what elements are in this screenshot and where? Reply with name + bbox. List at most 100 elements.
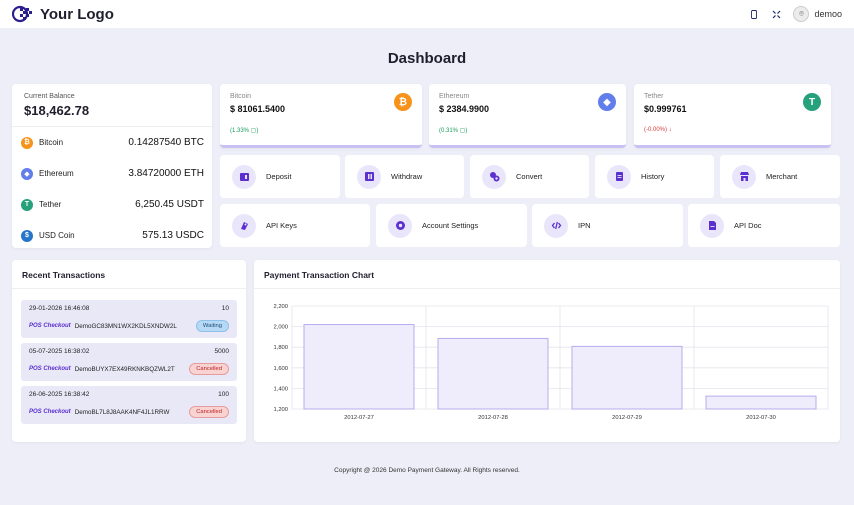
balance-card: Current Balance $18,462.78 ₿ Bitcoin 0.142… xyxy=(12,84,212,248)
deposit-icon xyxy=(232,164,256,189)
coin-amount: 6,250.45 USDT xyxy=(135,199,204,210)
y-tick-label: 1,400 xyxy=(273,386,288,392)
action-convert[interactable]: Convert xyxy=(470,155,589,198)
y-tick-label: 1,600 xyxy=(273,366,288,372)
transaction-item[interactable]: 05-07-2025 16:38:02 5000 POS Checkout DemoB… xyxy=(21,343,237,381)
coin-row: $ USD Coin 575.13 USDC xyxy=(12,220,212,251)
action-label: Deposit xyxy=(266,172,292,181)
recent-transactions-card: Recent Transactions 29-01-2026 16:46:08 1… xyxy=(12,260,246,442)
price-card-name: Tether xyxy=(644,93,664,100)
history-icon xyxy=(607,164,631,189)
action-label: Merchant xyxy=(766,172,798,181)
settings-icon xyxy=(388,213,412,238)
transaction-amount: 100 xyxy=(218,391,229,398)
y-tick-label: 1,200 xyxy=(273,407,288,413)
price-card-bitcoin[interactable]: Bitcoin $ 81061.5400 (1.33% ▢) ₿ xyxy=(220,84,422,148)
balance-value: $18,462.78 xyxy=(24,103,90,118)
transaction-type: POS Checkout xyxy=(29,323,71,329)
mobile-icon[interactable] xyxy=(749,9,759,19)
action-history[interactable]: History xyxy=(595,155,714,198)
action-label: API Doc xyxy=(734,221,762,230)
transaction-id: DemoBUYX7EX49RKNKBQZWL2T xyxy=(74,365,175,373)
document-icon xyxy=(700,213,724,238)
bitcoin-icon: ₿ xyxy=(394,93,412,111)
status-badge: Waiting xyxy=(195,320,229,332)
action-account-settings[interactable]: Account Settings xyxy=(376,204,527,247)
code-icon xyxy=(544,213,568,238)
price-card-name: Bitcoin xyxy=(230,93,252,100)
x-tick-label: 2012-07-30 xyxy=(746,415,776,421)
action-ipn[interactable]: IPN xyxy=(532,204,683,247)
action-label: Account Settings xyxy=(422,221,479,230)
coin-name: Ethereum xyxy=(39,169,74,178)
avatar: ⌾ xyxy=(793,6,810,22)
transaction-amount: 5000 xyxy=(214,348,229,355)
y-tick-label: 2,000 xyxy=(273,325,288,331)
action-label: History xyxy=(641,172,665,181)
action-label: API Keys xyxy=(266,221,297,230)
price-card-price: $ 2384.9900 xyxy=(439,104,490,114)
logo[interactable]: Your Logo xyxy=(12,5,114,23)
action-api-keys[interactable]: API Keys xyxy=(220,204,370,247)
price-card-price: $ 81061.5400 xyxy=(230,104,286,114)
price-card-change: (0.31% ▢) xyxy=(439,128,468,134)
transaction-list[interactable]: 29-01-2026 16:46:08 10 POS Checkout DemoGC8… xyxy=(12,289,246,433)
x-tick-label: 2012-07-27 xyxy=(344,415,374,421)
logo-text: Your Logo xyxy=(40,5,114,23)
action-label: Convert xyxy=(516,172,543,181)
transaction-id: DemoGC83MN1WX2KDL5XNDW2L xyxy=(74,322,177,330)
payment-chart-card: Payment Transaction Chart 1,200 1,400 1,60… xyxy=(254,260,840,442)
transaction-date: 26-06-2025 16:38:42 xyxy=(29,391,90,398)
action-merchant[interactable]: Merchant xyxy=(720,155,840,198)
user-name: demoo xyxy=(814,9,842,19)
chart-bar[interactable] xyxy=(705,395,817,410)
coin-amount: 0.14287540 BTC xyxy=(128,137,204,148)
coin-amount: 3.84720000 ETH xyxy=(128,168,204,179)
api-keys-icon xyxy=(232,213,256,238)
status-badge: Cancelled xyxy=(189,406,229,418)
fullscreen-icon[interactable] xyxy=(771,9,781,19)
action-deposit[interactable]: Deposit xyxy=(220,155,340,198)
transaction-item[interactable]: 29-01-2026 16:46:08 10 POS Checkout DemoGC8… xyxy=(21,300,237,338)
coin-row: ₿ Bitcoin 0.14287540 BTC xyxy=(12,127,212,158)
action-api-doc[interactable]: API Doc xyxy=(688,204,840,247)
price-card-name: Ethereum xyxy=(439,93,470,100)
transaction-amount: 10 xyxy=(221,305,229,312)
tether-icon: T xyxy=(803,93,821,111)
price-card-tether[interactable]: Tether $0.999761 (-0.00%) ↓ T xyxy=(634,84,831,148)
chart-bar[interactable] xyxy=(571,345,683,410)
action-withdraw[interactable]: Withdraw xyxy=(345,155,464,198)
recent-transactions-title: Recent Transactions xyxy=(12,260,246,289)
user-menu[interactable]: ⌾ demoo xyxy=(793,6,842,22)
transaction-type: POS Checkout xyxy=(29,409,71,415)
balance-label: Current Balance xyxy=(24,93,75,100)
payment-transaction-chart: 1,200 1,400 1,600 1,800 2,000 2,200 2012-07-27… xyxy=(273,304,829,421)
coin-name: USD Coin xyxy=(39,231,75,240)
transaction-date: 05-07-2025 16:38:02 xyxy=(29,348,90,355)
y-tick-label: 2,200 xyxy=(273,304,288,310)
logo-icon xyxy=(12,5,32,23)
transaction-date: 29-01-2026 16:46:08 xyxy=(29,305,90,312)
top-bar: Your Logo ⌾ demoo xyxy=(0,0,854,28)
ethereum-icon: ◆ xyxy=(21,167,33,180)
action-label: IPN xyxy=(578,221,591,230)
ethereum-icon: ◆ xyxy=(598,93,616,111)
coin-row: T Tether 6,250.45 USDT xyxy=(12,189,212,220)
coin-name: Bitcoin xyxy=(39,138,64,147)
price-card-change: (1.33% ▢) xyxy=(230,128,259,134)
withdraw-icon xyxy=(357,164,381,189)
chart-title: Payment Transaction Chart xyxy=(254,260,840,289)
status-badge: Cancelled xyxy=(189,363,229,375)
coin-amount: 575.13 USDC xyxy=(142,230,204,241)
price-card-ethereum[interactable]: Ethereum $ 2384.9900 (0.31% ▢) ◆ xyxy=(429,84,626,148)
coin-row: ◆ Ethereum 3.84720000 ETH xyxy=(12,158,212,189)
merchant-icon xyxy=(732,164,756,189)
chart-bar[interactable] xyxy=(303,324,415,410)
bitcoin-icon: ₿ xyxy=(21,136,33,149)
convert-icon xyxy=(482,164,506,189)
coin-name: Tether xyxy=(39,200,62,209)
x-tick-label: 2012-07-28 xyxy=(478,415,508,421)
tether-icon: T xyxy=(21,198,33,211)
chart-bar[interactable] xyxy=(437,337,549,410)
transaction-item[interactable]: 26-06-2025 16:38:42 100 POS Checkout DemoBL… xyxy=(21,386,237,424)
